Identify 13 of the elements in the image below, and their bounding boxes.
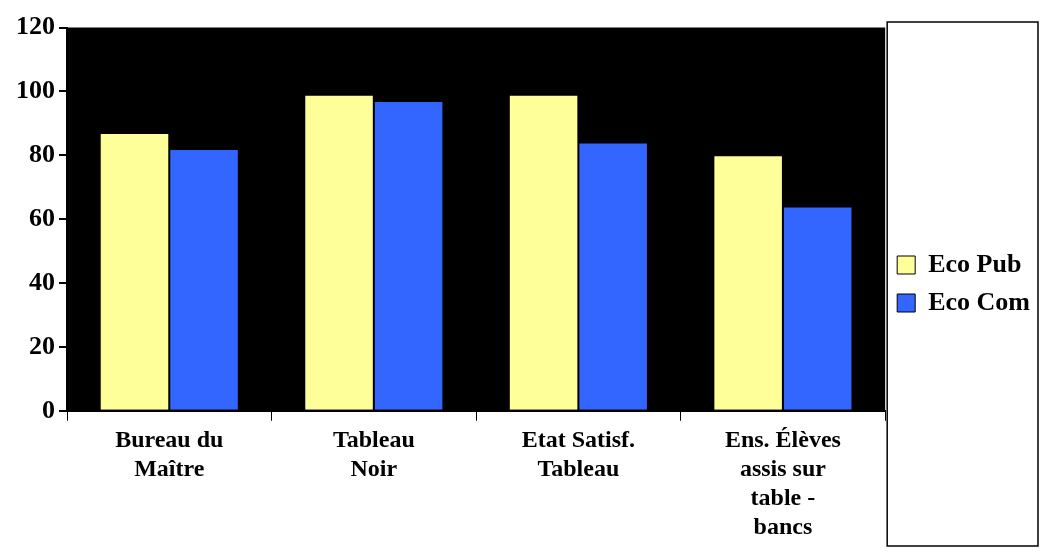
x-tick-label: Etat Satisf. Tableau [521, 426, 636, 482]
legend-label: Eco Pub [928, 248, 1022, 278]
y-tick-label: 100 [16, 75, 55, 105]
y-tick-label: 0 [42, 394, 55, 424]
y-tick-label: 60 [29, 202, 55, 232]
x-tick-label: Bureau du Maître [115, 426, 224, 482]
y-tick-label: 120 [16, 11, 55, 41]
y-tick-label: 40 [29, 266, 55, 296]
x-tick-label: Tableau Noir [332, 426, 415, 482]
y-tick-label: 20 [29, 330, 55, 360]
x-tick-label: Ens. Élèves assis sur table - bancs [724, 426, 841, 539]
legend-label: Eco Com [928, 286, 1031, 316]
y-tick-label: 80 [29, 139, 55, 169]
